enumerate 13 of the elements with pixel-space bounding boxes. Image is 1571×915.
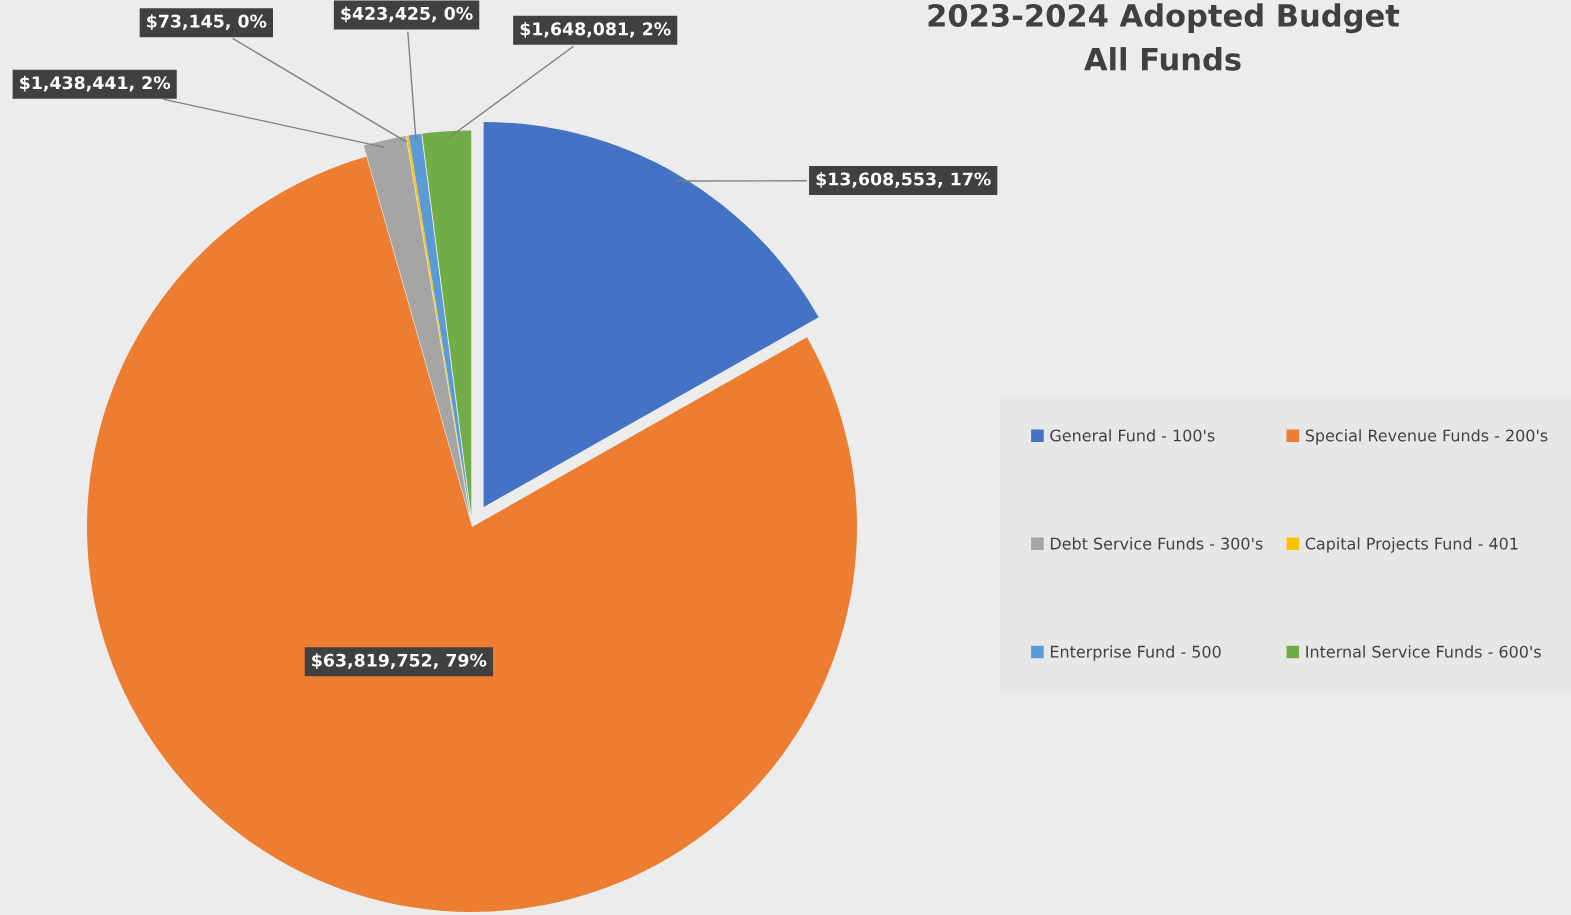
data-label: $63,819,752, 79% [312, 653, 487, 670]
legend-label: Internal Service Funds - 600's [1306, 645, 1541, 658]
legend-label: General Fund - 100's [1050, 429, 1215, 442]
legend-label: Special Revenue Funds - 200's [1305, 429, 1548, 445]
data-label: $13,608,553, 17% [816, 172, 991, 188]
data-label: $1,648,081, 2% [520, 21, 671, 38]
data-label: $423,425, 0% [341, 6, 473, 23]
legend-label: Enterprise Fund - 500 [1050, 645, 1221, 661]
legend-label: Capital Projects Fund - 401 [1305, 537, 1518, 553]
text: 2023-2024 Adopted Budget All Funds [928, 3, 1400, 71]
data-label: $1,438,441, 2% [20, 75, 171, 92]
data-label: $73,145, 0% [147, 14, 267, 30]
legend-label: Debt Service Funds - 300's [1050, 537, 1263, 550]
